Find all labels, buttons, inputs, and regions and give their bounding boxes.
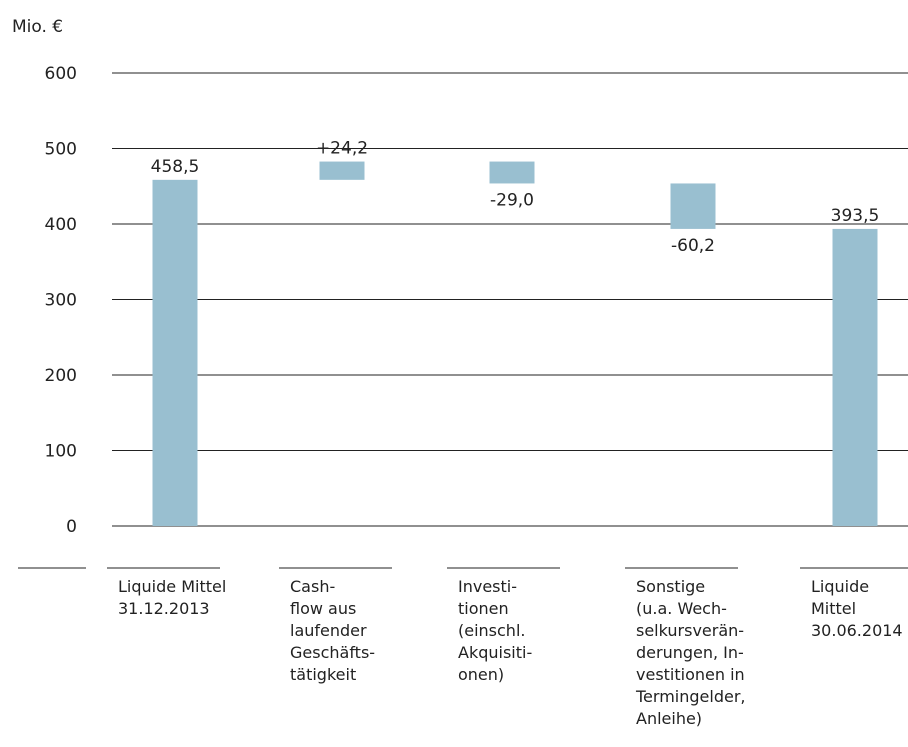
category-label: Liquide Mittel 31.12.2013 [118,577,226,618]
y-tick-label: 600 [45,64,77,84]
bar-5 [832,228,878,526]
y-tick-label: 100 [45,442,77,462]
y-tick-label: 500 [45,140,77,160]
category-labels: Liquide Mittel 31.12.2013 Cash-flow aus lau… [118,577,903,728]
y-tick-label: 300 [45,291,77,311]
y-tick-label: 0 [66,517,77,537]
bar-value-label: 458,5 [151,157,200,177]
bar-value-label: -29,0 [490,190,534,210]
y-tick-label: 200 [45,366,77,386]
bar-2 [319,161,365,180]
bar-value-labels: 458,5 +24,2 -29,0 -60,2 393,5 [151,139,880,256]
y-axis-ticks: 600 500 400 300 200 100 0 [45,64,77,537]
bar-value-label: 393,5 [831,206,880,226]
category-label: Liquide Mittel 30.06.2014 [811,577,903,640]
category-label: Cash-flow aus laufender Geschäfts-tätigkei… [290,577,375,684]
bar-4 [670,183,716,229]
category-label: Investi-tionen (einschl. Akquisiti-onen) [458,577,532,684]
bar-1 [152,179,198,526]
bars [152,161,878,526]
gridlines [112,72,908,527]
bar-value-label: +24,2 [316,139,368,159]
y-tick-label: 400 [45,215,77,235]
bar-3 [489,161,535,184]
bar-value-label: -60,2 [671,236,715,256]
category-label: Sonstige (u.a. Wech-selkursverän-derungen… [635,577,745,728]
y-axis-unit-label: Mio. € [12,17,63,37]
